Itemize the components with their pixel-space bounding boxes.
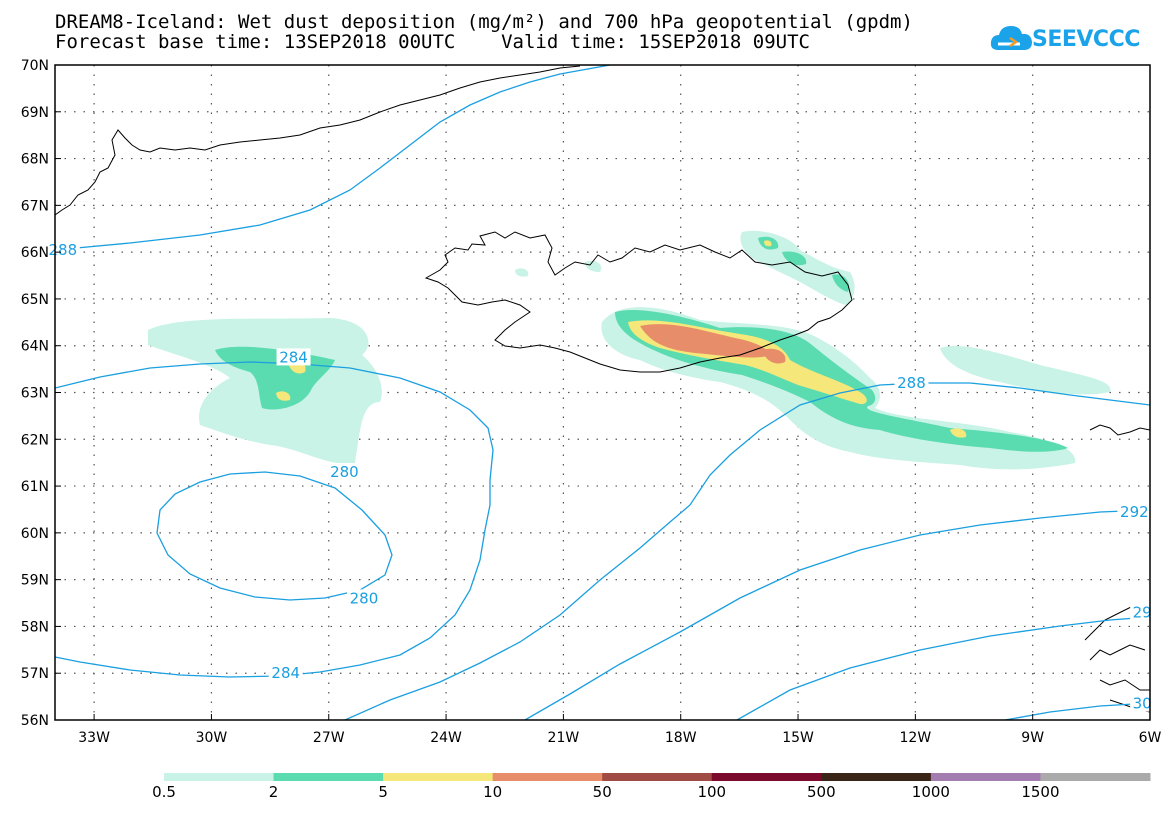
contour-292 [524,509,1150,720]
contour-label: 288 [49,241,78,259]
deposition-area-very-high [640,324,769,358]
colorbar-segment [602,773,713,781]
contour-label-bg [346,589,381,607]
lat-tick-label: 70N [21,58,49,74]
colorbar-segment [164,773,275,781]
colorbar-segment [273,773,384,781]
contour-280 [156,471,393,601]
logo-text: SEEVCCC [1032,27,1140,52]
lon-tick-label: 6W [1139,730,1162,746]
geopotential-contours [55,65,1150,720]
lon-tick-label: 24W [430,730,462,746]
lat-tick-label: 56N [21,713,49,729]
grid-lines [55,65,1150,720]
lat-tick-label: 58N [21,619,49,635]
axis-labels: 33W 30W 27W 24W 21W 18W 15W 12W 9W 6W 70N 69N 68N 67N… [21,58,1162,746]
map-title: DREAM8-Iceland: Wet dust deposition (mg/… [55,11,913,33]
deposition-area-high [950,428,967,438]
deposition-area-high [276,391,291,401]
contour-label-bg [268,664,303,682]
contour-label-bg [1130,694,1155,712]
contour-label: 29 [1133,603,1152,621]
colorbar-label: 10 [483,783,503,801]
lon-tick-label: 12W [900,730,932,746]
lat-tick-label: 63N [21,386,49,402]
contour-label: 30 [1133,695,1152,713]
lat-tick-label: 69N [21,105,49,121]
colorbar-label: 1500 [1021,783,1060,801]
colorbar-segment [492,773,603,781]
colorbar-segment [821,773,932,781]
colorbar-segment [711,773,822,781]
colorbar-segment [930,773,1041,781]
colorbar-label: 500 [807,783,836,801]
colorbar-label: 1000 [911,783,950,801]
deposition-area-medium [832,274,849,292]
lat-tick-label: 60N [21,526,49,542]
lat-tick-label: 59N [21,573,49,589]
contour-288-north [55,65,611,251]
lon-tick-label: 30W [196,730,228,746]
lon-tick-label: 9W [1021,730,1044,746]
contour-label: 284 [271,664,300,682]
colorbar-label: 100 [697,783,727,801]
deposition-area-low [585,260,602,272]
colorbar-segment [383,773,494,781]
deposition-area-low [515,268,529,277]
lon-tick-label: 33W [78,730,110,746]
contour-label-bg [894,374,929,392]
colorbar-segment [1040,773,1151,781]
contour-label-bg [1117,502,1152,520]
lon-tick-label: 15W [782,730,814,746]
contour-label-bg [327,463,362,481]
cloud-icon [990,26,1032,50]
contour-label: 284 [279,348,308,366]
lat-tick-label: 67N [21,198,49,214]
colorbar-label: 0.5 [152,783,176,801]
forecast-times: Forecast base time: 13SEP2018 00UTC Vali… [55,31,810,53]
colorbar-label: 50 [592,783,612,801]
colorbar-label: 2 [268,783,279,801]
lat-tick-label: 65N [21,292,49,308]
colorbar-label: 5 [378,783,388,801]
lat-tick-label: 68N [21,152,49,168]
deposition-area-very-high [762,348,786,364]
deposition-area-medium [782,251,807,266]
coastlines [55,65,1150,713]
faroe-coastline [1089,424,1150,436]
deposition-area-high [764,240,772,247]
contour-label: 280 [350,589,379,607]
seevccc-logo: SEEVCCC [990,22,1140,56]
contour-label: 288 [897,374,926,392]
contour-labels: 288 284 280 280 284 288 292 29 30 [45,240,1155,713]
contour-288-east [344,382,1150,720]
lat-tick-label: 57N [21,666,49,682]
lat-tick-label: 62N [21,432,49,448]
dust-deposition-field [148,230,1111,470]
colorbar [164,773,1151,781]
lon-tick-label: 21W [548,730,580,746]
contour-296 [736,616,1150,720]
lat-tick-label: 64N [21,339,49,355]
contour-label-bg [276,348,311,366]
iceland-coastline [424,231,853,373]
lat-tick-label: 66N [21,245,49,261]
deposition-area-low [940,345,1111,395]
lon-tick-label: 18W [665,730,697,746]
contour-label: 280 [330,463,359,481]
contour-300 [1004,702,1150,720]
greenland-coastline [55,65,581,216]
scotland-coastline [1084,604,1150,713]
contour-284-west [55,361,494,678]
lon-tick-label: 27W [313,730,345,746]
contour-label: 292 [1120,503,1149,521]
contour-label-bg [1130,603,1155,621]
lat-tick-label: 61N [21,479,49,495]
